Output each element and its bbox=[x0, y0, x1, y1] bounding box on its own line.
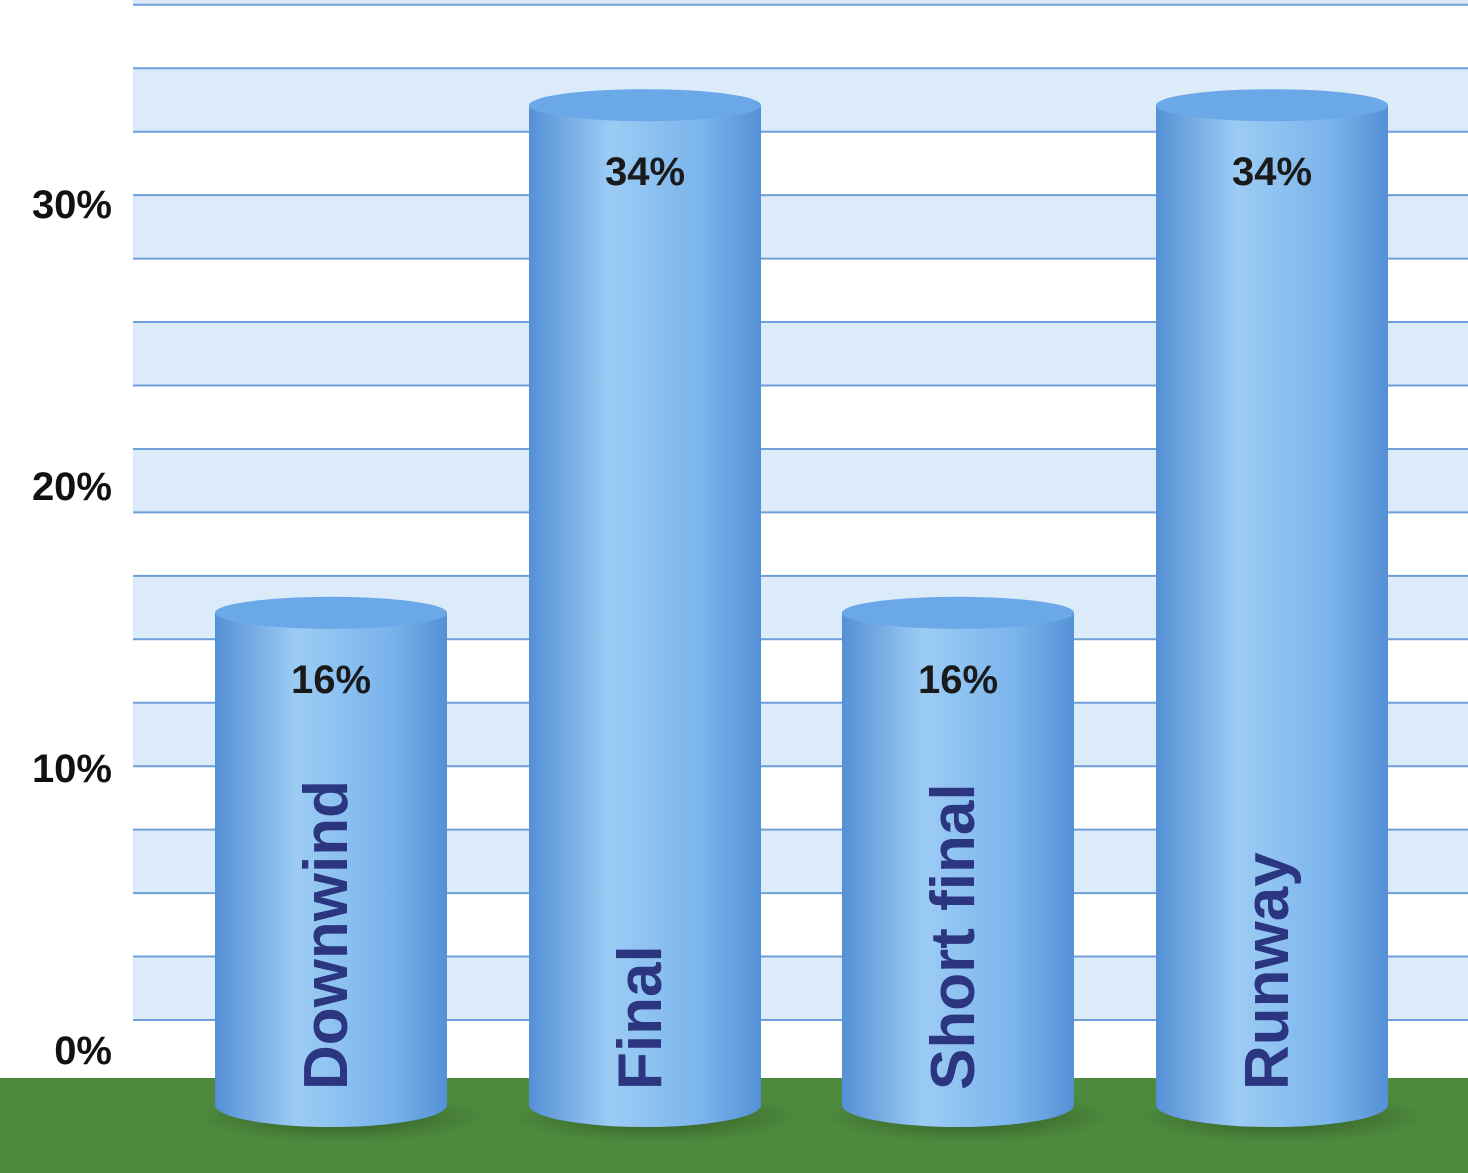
bar-value-label: 16% bbox=[918, 658, 998, 702]
bar-runway: 34% Runway bbox=[1136, 89, 1428, 1143]
grid-band bbox=[133, 0, 1468, 5]
y-tick-label: 0% bbox=[54, 1029, 112, 1073]
bar-body bbox=[842, 612, 1074, 1127]
bar-final: 34% Final bbox=[509, 89, 801, 1143]
bar-value-label: 34% bbox=[605, 150, 685, 194]
y-tick-label: 30% bbox=[32, 183, 112, 227]
bar-short-final: 16% Short final bbox=[822, 596, 1114, 1143]
bar-top-cap bbox=[215, 596, 447, 629]
y-axis-ticks: 0% 10% 20% 30% bbox=[32, 183, 112, 1073]
bar-top-cap bbox=[842, 596, 1074, 629]
y-tick-label: 20% bbox=[32, 465, 112, 509]
bar-downwind: 16% Downwind bbox=[195, 596, 487, 1143]
bar-top-cap bbox=[1156, 89, 1388, 122]
bars: 16% Downwind 34% Final 16% Short final 34% Runw… bbox=[195, 89, 1428, 1143]
bar-body bbox=[1156, 105, 1388, 1127]
bar-body bbox=[529, 105, 761, 1127]
bar-category-label: Short final bbox=[919, 783, 988, 1090]
bar-top-cap bbox=[529, 89, 761, 122]
bar-category-label: Final bbox=[606, 945, 675, 1090]
bar-category-label: Runway bbox=[1233, 852, 1302, 1090]
bar-value-label: 34% bbox=[1232, 150, 1312, 194]
bar-value-label: 16% bbox=[291, 658, 371, 702]
y-tick-label: 10% bbox=[32, 747, 112, 791]
bar-body bbox=[215, 612, 447, 1127]
bar-category-label: Downwind bbox=[292, 780, 361, 1090]
